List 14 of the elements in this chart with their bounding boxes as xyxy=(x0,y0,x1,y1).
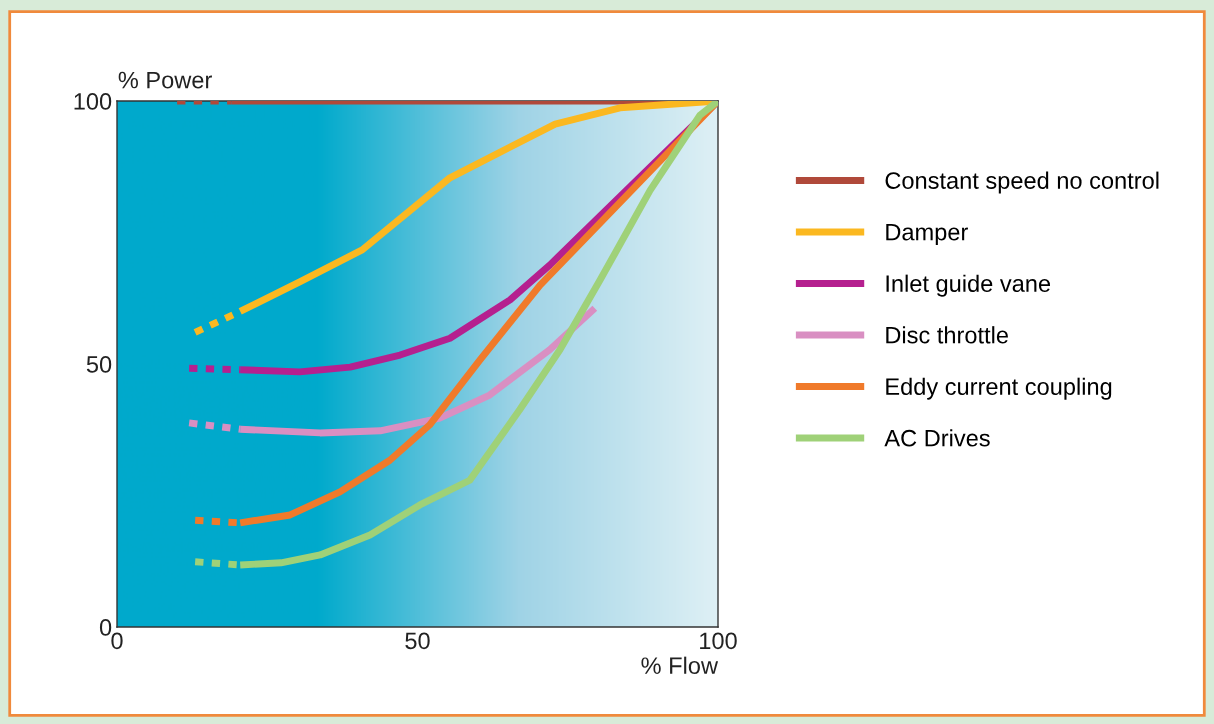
x-tick-label: 50 xyxy=(405,632,430,650)
x-axis-title: % Flow xyxy=(641,656,719,674)
legend-label: Damper xyxy=(886,223,968,246)
y-tick-label: 50 xyxy=(86,356,112,373)
x-tick-label: 0 xyxy=(111,632,123,650)
y-tick-label: 0 xyxy=(99,619,112,636)
legend-label: AC Drives xyxy=(884,429,990,447)
x-tick-label: 100 xyxy=(700,632,737,650)
legend-label: Inlet guide vane xyxy=(886,274,1051,297)
legend-label: Disc throttle xyxy=(886,326,1008,344)
legend-label: Constant speed no control xyxy=(885,171,1159,194)
y-tick-label: 100 xyxy=(74,93,112,110)
y-axis-title: % Power xyxy=(118,71,212,89)
legend-label: Eddy current coupling xyxy=(886,377,1112,400)
